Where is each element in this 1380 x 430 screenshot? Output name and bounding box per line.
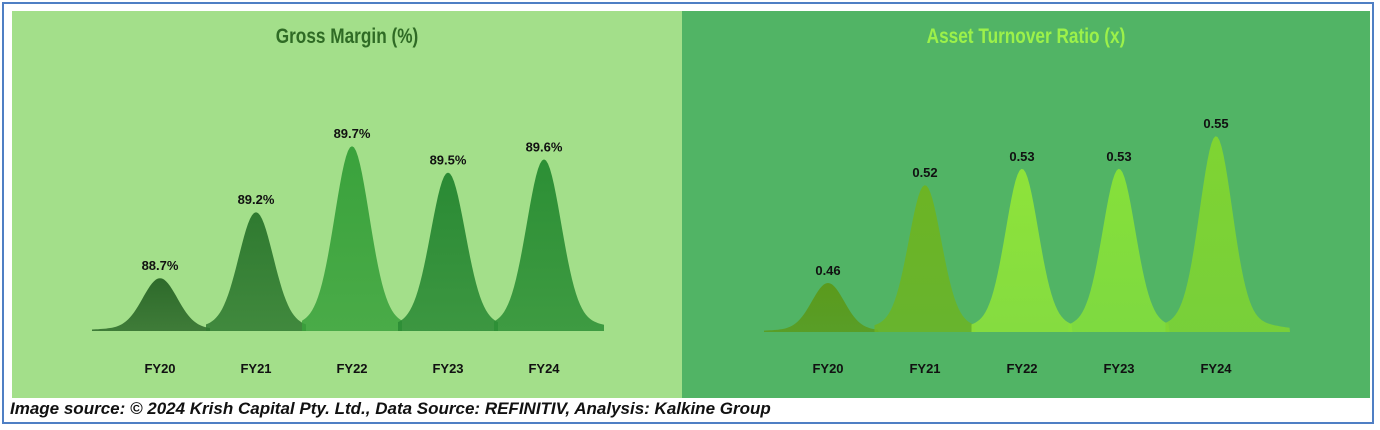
asset-turnover-peak-fy24: [1165, 136, 1290, 332]
gross-margin-category-label-fy24: FY24: [528, 361, 560, 376]
gross-margin-value-label-fy23: 89.5%: [430, 153, 467, 168]
asset-turnover-value-label-fy23: 0.53: [1106, 149, 1131, 164]
gross-margin-peak-fy20: [92, 278, 210, 331]
gross-margin-panel: Gross Margin (%) 88.7% FY20 89.2% FY21 89.7%…: [12, 11, 682, 398]
gross-margin-value-label-fy24: 89.6%: [526, 139, 563, 154]
asset-turnover-panel: Asset Turnover Ratio (x) 0.46 FY20 0.52 FY2…: [682, 11, 1370, 398]
gross-margin-category-label-fy23: FY23: [432, 361, 463, 376]
asset-turnover-chart: 0.46 FY20 0.52 FY21 0.53 FY22 0.53 FY23 0.55 FY24: [764, 116, 1290, 376]
gross-margin-category-label-fy21: FY21: [240, 361, 271, 376]
gross-margin-peak-fy21: [206, 212, 306, 331]
asset-turnover-value-label-fy24: 0.55: [1203, 116, 1228, 131]
asset-turnover-value-label-fy20: 0.46: [815, 263, 840, 278]
gross-margin-peak-fy24: [494, 159, 604, 331]
asset-turnover-peak-fy23: [1068, 168, 1170, 332]
asset-turnover-category-label-fy21: FY21: [909, 361, 940, 376]
gross-margin-chart: 88.7% FY20 89.2% FY21 89.7% FY22 89.5% FY23 89.6…: [92, 126, 604, 376]
source-note: Image source: © 2024 Krish Capital Pty. …: [10, 399, 771, 418]
gross-margin-value-label-fy22: 89.7%: [334, 126, 371, 141]
gross-margin-peak-fy22: [302, 146, 402, 331]
asset-turnover-category-label-fy22: FY22: [1006, 361, 1037, 376]
gross-margin-value-label-fy20: 88.7%: [142, 258, 179, 273]
asset-turnover-value-label-fy21: 0.52: [912, 165, 937, 180]
gross-margin-value-label-fy21: 89.2%: [238, 192, 275, 207]
asset-turnover-peak-fy20: [764, 283, 879, 332]
asset-turnover-peak-fy21: [874, 185, 976, 332]
asset-turnover-category-label-fy23: FY23: [1103, 361, 1134, 376]
asset-turnover-title: Asset Turnover Ratio (x): [926, 25, 1126, 48]
gross-margin-category-label-fy20: FY20: [144, 361, 175, 376]
gross-margin-title: Gross Margin (%): [275, 25, 419, 48]
asset-turnover-category-label-fy24: FY24: [1200, 361, 1232, 376]
gross-margin-peak-fy23: [398, 172, 498, 331]
asset-turnover-category-label-fy20: FY20: [812, 361, 843, 376]
asset-turnover-value-label-fy22: 0.53: [1009, 149, 1034, 164]
asset-turnover-peak-fy22: [971, 168, 1073, 332]
gross-margin-category-label-fy22: FY22: [336, 361, 367, 376]
figure-frame: Gross Margin (%) 88.7% FY20 89.2% FY21 89.7%…: [2, 2, 1374, 424]
